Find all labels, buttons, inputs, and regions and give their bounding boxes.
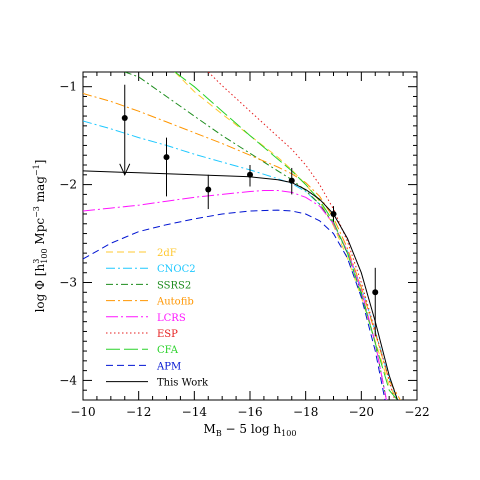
data-point bbox=[205, 186, 212, 193]
x-tick-label: −10 bbox=[70, 405, 95, 419]
x-axis-title: MB − 5 log h100 bbox=[204, 422, 297, 438]
legend-label-cnoc2: CNOC2 bbox=[157, 264, 196, 275]
upper-limit-arrow bbox=[119, 163, 131, 177]
x-tick-label: −16 bbox=[237, 405, 262, 419]
series-line-apm bbox=[83, 209, 386, 400]
data-point bbox=[163, 154, 170, 161]
x-tick-label: −22 bbox=[404, 405, 429, 419]
legend-label-cfa: CFA bbox=[157, 345, 179, 356]
y-tick-label: −4 bbox=[59, 373, 77, 387]
x-tick-label: −12 bbox=[126, 405, 151, 419]
legend-label-ssrs2: SSRS2 bbox=[157, 280, 191, 291]
y-tick-label: −1 bbox=[59, 80, 77, 94]
data-point bbox=[247, 171, 253, 178]
legend-label-this-work: This Work bbox=[157, 378, 209, 389]
y-tick-label: −3 bbox=[59, 276, 77, 290]
series-line-lcrs bbox=[83, 190, 387, 400]
axis-ticks bbox=[82, 72, 418, 401]
series-line-autofib bbox=[83, 93, 401, 400]
legend-label-apm: APM bbox=[156, 361, 181, 372]
series-line-cfa bbox=[174, 72, 398, 400]
series-lines bbox=[83, 72, 401, 400]
legend-label-esp: ESP bbox=[157, 329, 178, 340]
legend-label-autofib: Autofib bbox=[156, 297, 194, 308]
data-points bbox=[119, 84, 379, 337]
data-point bbox=[288, 177, 295, 184]
x-tick-label: −14 bbox=[182, 405, 208, 419]
series-line-2df bbox=[174, 72, 398, 400]
y-axis-title: log Φ [h3100 Mpc−3 mag−1] bbox=[32, 160, 49, 313]
legend: 2dF CNOC2 SSRS2 Autofib LCRS ESP CFA APM This Wo… bbox=[106, 248, 209, 389]
x-tick-labels: −10 −12 −14 −16 −18 −20 −22 bbox=[70, 405, 429, 419]
y-tick-labels: −1 −2 −3 −4 bbox=[59, 80, 77, 388]
legend-label-lcrs: LCRS bbox=[157, 313, 186, 324]
x-tick-label: −18 bbox=[293, 405, 318, 419]
data-point bbox=[121, 115, 128, 122]
y-tick-label: −2 bbox=[59, 178, 77, 192]
plot-frame bbox=[82, 71, 418, 401]
series-line-esp bbox=[207, 72, 396, 400]
legend-label-2df: 2dF bbox=[157, 248, 177, 259]
x-tick-label: −20 bbox=[349, 405, 374, 419]
data-point bbox=[330, 210, 337, 217]
data-point bbox=[372, 289, 379, 296]
